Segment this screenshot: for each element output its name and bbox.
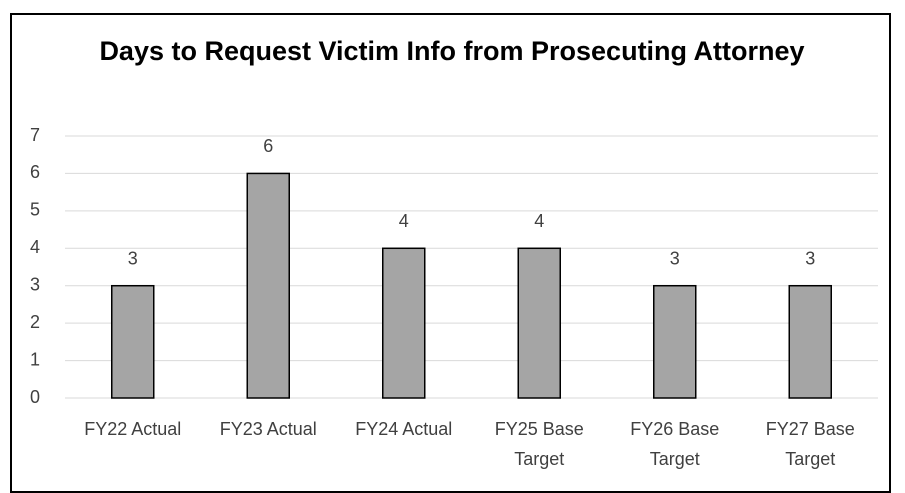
chart-border — [10, 13, 891, 493]
data-label: 3 — [805, 248, 815, 268]
y-tick-label: 1 — [30, 349, 40, 369]
chart-title: Days to Request Victim Info from Prosecu… — [99, 36, 805, 66]
y-tick-label: 4 — [30, 237, 40, 257]
y-tick-label: 0 — [30, 387, 40, 407]
bar — [653, 284, 697, 399]
x-tick-label: FY27 Base Target — [765, 419, 855, 469]
bar — [111, 284, 155, 399]
bar — [382, 247, 426, 399]
bar — [246, 172, 290, 399]
y-tick-label: 2 — [30, 312, 40, 332]
x-tick-label: FY26 Base Target — [630, 419, 720, 469]
data-label: 4 — [534, 211, 544, 231]
bar — [788, 284, 832, 399]
y-tick-label: 3 — [30, 274, 40, 294]
x-tick-label: FY22 Actual — [84, 419, 182, 439]
y-tick-label: 6 — [30, 162, 40, 182]
x-tick-label: FY24 Actual — [355, 419, 453, 439]
bar — [517, 247, 561, 399]
y-tick-label: 5 — [30, 200, 40, 220]
x-tick-label: FY25 Base Target — [494, 419, 584, 469]
data-label: 3 — [128, 248, 138, 268]
data-label: 6 — [263, 136, 273, 156]
data-label: 4 — [399, 211, 409, 231]
data-label: 3 — [670, 248, 680, 268]
y-tick-label: 7 — [30, 125, 40, 145]
x-tick-label: FY23 Actual — [219, 419, 317, 439]
